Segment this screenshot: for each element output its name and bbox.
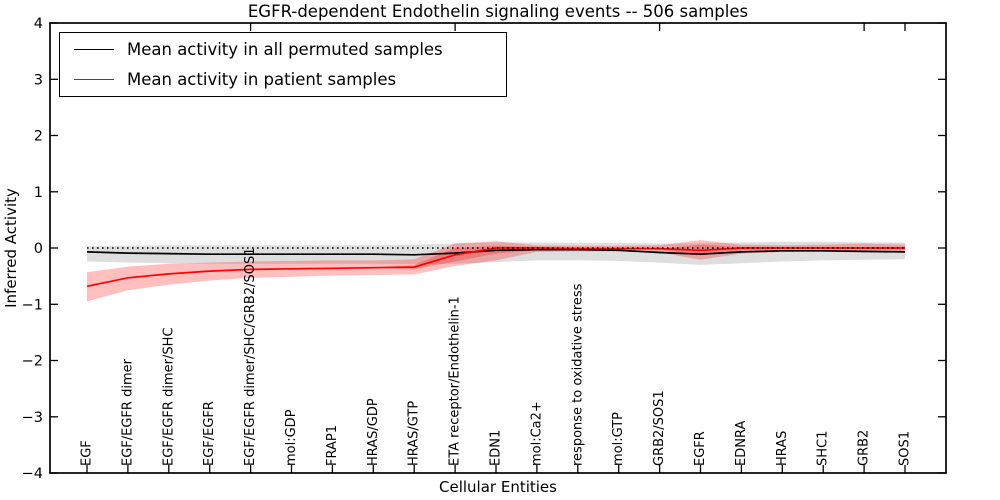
x-axis-label: Cellular Entities bbox=[439, 478, 557, 496]
series-line-0 bbox=[86, 248, 906, 256]
x-tick-label: EGF/EGFR dimer/SHC bbox=[161, 328, 176, 466]
x-tick-label: SHC1 bbox=[816, 431, 831, 466]
legend-line-permuted-icon bbox=[74, 49, 114, 51]
x-tick-label: EDNRA bbox=[734, 421, 749, 466]
y-tick-label: −4 bbox=[22, 466, 43, 482]
legend: Mean activity in all permuted samples Me… bbox=[59, 32, 507, 97]
x-tick-label: EGF/EGFR dimer bbox=[120, 358, 135, 466]
x-tick-label: HRAS/GTP bbox=[407, 401, 422, 466]
y-tick-label: 1 bbox=[34, 185, 43, 201]
x-tick-label: HRAS bbox=[775, 431, 790, 466]
x-tick-label: mol:GDP bbox=[284, 409, 299, 466]
legend-line-patient-icon bbox=[74, 78, 114, 80]
x-tick-label: EGF/EGFR dimer/SHC/GRB2/SOS1 bbox=[243, 248, 258, 467]
x-tick-label: FRAP1 bbox=[325, 425, 340, 466]
x-tick-label: response to oxidative stress bbox=[570, 283, 585, 466]
series-line-1 bbox=[86, 247, 905, 288]
x-tick-label: GRB2 bbox=[857, 430, 872, 466]
y-tick-label: 3 bbox=[34, 72, 43, 88]
x-tick-label: GRB2/SOS1 bbox=[652, 390, 667, 466]
y-tick-label: 2 bbox=[34, 129, 43, 145]
x-tick-label: mol:Ca2+ bbox=[529, 401, 544, 466]
band-1 bbox=[87, 240, 905, 302]
x-tick-label: SOS1 bbox=[898, 431, 913, 466]
y-tick-label: −1 bbox=[22, 297, 43, 313]
x-tick-label: EGF bbox=[80, 440, 95, 466]
legend-row-patient: Mean activity in patient samples bbox=[60, 66, 506, 92]
band-0 bbox=[87, 241, 905, 265]
x-tick-label: HRAS/GDP bbox=[366, 398, 381, 466]
y-tick-label: −2 bbox=[22, 354, 43, 370]
legend-row-permuted: Mean activity in all permuted samples bbox=[60, 37, 506, 63]
legend-label-permuted: Mean activity in all permuted samples bbox=[127, 40, 443, 60]
y-tick-label: −3 bbox=[22, 410, 43, 426]
x-tick-label: EDN1 bbox=[489, 430, 504, 466]
x-tick-label: EGFR bbox=[693, 431, 708, 466]
x-tick-label: mol:GTP bbox=[611, 412, 626, 466]
x-tick-label: ETA receptor/Endothelin-1 bbox=[448, 296, 463, 466]
chart-title: EGFR-dependent Endothelin signaling even… bbox=[247, 2, 749, 21]
legend-label-patient: Mean activity in patient samples bbox=[127, 69, 397, 89]
y-tick-label: 0 bbox=[34, 241, 43, 257]
y-tick-label: 4 bbox=[34, 16, 43, 32]
x-tick-label: EGF/EGFR bbox=[202, 401, 217, 466]
